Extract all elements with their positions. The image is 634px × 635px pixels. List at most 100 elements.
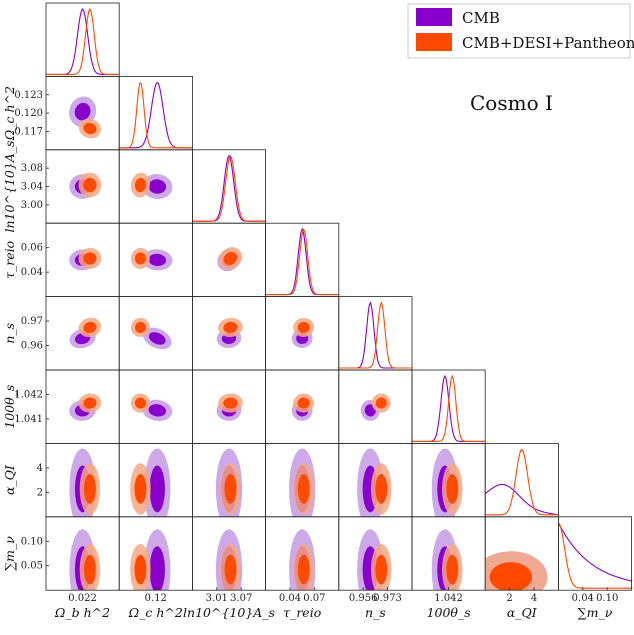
legend-swatch-combined (416, 33, 452, 51)
panel-6-1 (118, 442, 193, 518)
xlabel-0: Ω_b h^2 (54, 605, 110, 620)
marginal-curve-combined-3 (265, 228, 339, 296)
marginal-curve-cmb-1 (119, 81, 193, 149)
contour-68-combined-7-3 (297, 554, 310, 585)
panel-5-1 (118, 369, 193, 444)
panel-4-2 (191, 296, 266, 371)
xlabel-6: α_QI (507, 605, 538, 620)
panel-1-1 (118, 76, 193, 151)
legend-label-combined: CMB+DESI+Pantheon+ (462, 34, 634, 52)
panel-1-0 (45, 76, 120, 151)
panel-4-4 (338, 296, 413, 371)
xtick-5-0: 1.042 (434, 593, 463, 604)
contour-68-combined-5-2 (223, 397, 238, 409)
contour-68-combined-4-0 (83, 321, 97, 334)
contour-68-combined-7-1 (134, 554, 147, 585)
contour-68-combined-1-0 (83, 122, 97, 135)
contour-68-combined-3-2 (223, 251, 238, 265)
panel-7-7 (558, 516, 633, 591)
ytick-5-0: 1.042 (14, 389, 43, 400)
panel-6-2 (191, 442, 266, 518)
ytick-1-0: 0.123 (14, 90, 43, 101)
marginal-curve-cmb-3 (265, 227, 339, 296)
marginal-curve-cmb-5 (412, 374, 486, 442)
contour-68-combined-6-4 (375, 474, 388, 504)
marginal-curve-combined-1 (119, 82, 193, 149)
panel-6-3 (265, 442, 340, 518)
panel-3-2 (191, 222, 266, 297)
xtick-2-1: 3.07 (230, 593, 252, 604)
xlabel-4: n_s (365, 605, 386, 620)
panel-frame-7-7 (558, 516, 633, 591)
panel-frame-6-6 (484, 442, 559, 518)
contour-68-combined-6-0 (83, 474, 96, 504)
ytick-1-2: 0.117 (14, 126, 43, 137)
contour-68-combined-4-3 (297, 321, 310, 333)
ylabel-3: τ_reio (2, 241, 17, 279)
panel-6-4 (338, 442, 413, 518)
ylabel-1: Ω_c h^2 (2, 86, 17, 141)
contour-68-combined-6-2 (224, 474, 237, 504)
contour-68-cmb-5-1 (148, 404, 167, 417)
ytick-7-0: 0.10 (21, 536, 43, 547)
legend-label-cmb: CMB (462, 9, 500, 27)
contour-68-combined-3-0 (83, 252, 97, 265)
marginal-curve-cmb-0 (46, 7, 120, 75)
contour-68-cmb-6-1 (149, 465, 165, 513)
contour-68-combined-5-3 (297, 397, 310, 409)
contour-68-combined-4-2 (223, 321, 238, 333)
marginal-curve-cmb-6 (485, 483, 559, 516)
annotation-cosmo: Cosmo I (470, 91, 553, 115)
panel-7-5 (411, 516, 486, 591)
panels-layer (45, 2, 633, 591)
ylabel-7: ∑m_ν (2, 536, 17, 571)
ytick-6-0: 4 (37, 463, 43, 474)
contour-68-combined-6-5 (446, 474, 459, 504)
panel-7-1 (118, 516, 193, 591)
contour-68-combined-7-6 (489, 562, 533, 591)
ytick-7-1: 0.05 (21, 561, 43, 572)
marginal-curve-combined-2 (192, 154, 266, 222)
marginal-curve-combined-5 (412, 374, 486, 442)
panel-2-2 (191, 149, 266, 224)
ytick-2-0: 3.08 (21, 163, 43, 174)
contour-68-combined-5-0 (83, 397, 97, 409)
contour-68-combined-6-1 (134, 474, 147, 504)
contour-68-cmb-3-1 (148, 253, 167, 267)
panel-5-3 (265, 369, 340, 444)
marginal-curve-combined-0 (46, 7, 120, 75)
ylabel-6: α_QI (2, 464, 17, 495)
contour-68-combined-4-1 (134, 321, 146, 333)
panel-4-1 (118, 296, 193, 371)
xtick-2-0: 3.01 (206, 593, 228, 604)
xtick-1-0: 0.12 (145, 593, 167, 604)
panel-7-4 (338, 516, 413, 591)
panel-2-1 (118, 149, 193, 224)
panel-5-0 (45, 369, 120, 444)
contour-68-cmb-4-1 (148, 332, 166, 345)
ylabel-2: ln10^{10}A_s (2, 141, 17, 233)
ylabel-5: 100θ_s (2, 385, 17, 429)
xtick-6-0: 2 (506, 593, 512, 604)
ytick-3-0: 0.06 (21, 243, 43, 254)
ytick-4-1: 0.96 (21, 341, 43, 352)
panel-2-0 (45, 149, 120, 224)
panel-6-0 (45, 442, 120, 518)
panel-5-5 (411, 369, 486, 444)
contour-68-combined-5-4 (375, 397, 387, 409)
ytick-3-1: 0.04 (21, 267, 43, 278)
marginal-curve-cmb-7 (558, 522, 632, 582)
xtick-7-1: 0.10 (596, 593, 618, 604)
ytick-5-1: 1.041 (14, 414, 43, 425)
xlabel-5: 100θ_s (427, 605, 471, 620)
xlabel-2: ln10^{10}A_s (183, 605, 275, 620)
panel-3-3 (265, 222, 340, 297)
panel-7-2 (191, 516, 266, 591)
panel-5-2 (191, 369, 266, 444)
marginal-curve-cmb-4 (338, 301, 412, 369)
xtick-0-0: 0.022 (68, 593, 97, 604)
contour-68-cmb-2-1 (148, 179, 167, 194)
contour-68-combined-5-1 (134, 397, 146, 409)
